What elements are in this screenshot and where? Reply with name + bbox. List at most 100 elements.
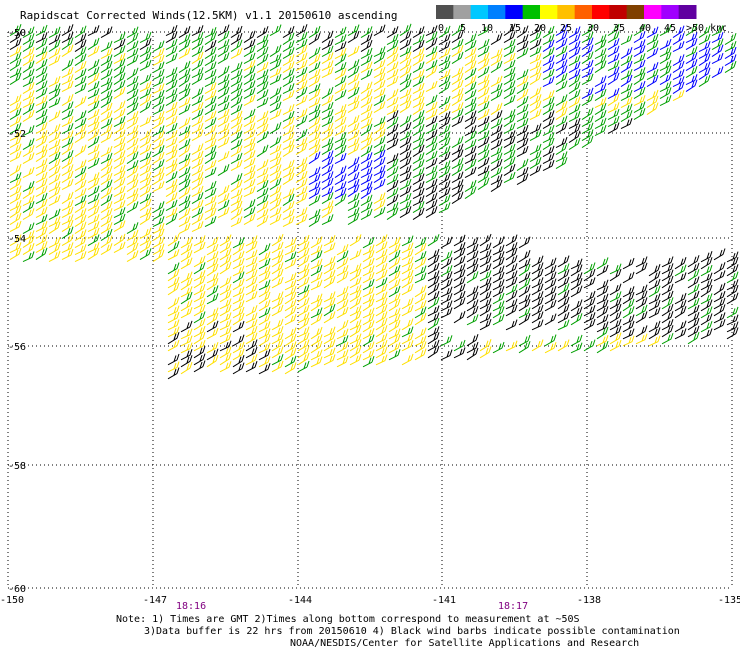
- wind-barb: [191, 31, 204, 43]
- wind-barb: [622, 335, 635, 347]
- wind-barb: [386, 187, 399, 199]
- wind-barb: [401, 249, 414, 261]
- wind-barb: [74, 159, 87, 171]
- wind-barb: [167, 305, 180, 317]
- scale-swatch: [453, 5, 472, 19]
- wind-barb: [646, 26, 659, 38]
- wind-barb: [243, 171, 256, 183]
- wind-barb: [594, 117, 607, 129]
- wind-barb: [581, 67, 594, 78]
- wind-barb: [440, 307, 453, 319]
- wind-barb: [256, 26, 269, 38]
- wind-barb: [464, 166, 477, 178]
- wind-barb: [347, 192, 360, 204]
- wind-barb: [165, 192, 178, 204]
- wind-barb: [388, 249, 401, 263]
- wind-barb: [191, 221, 204, 232]
- wind-barb: [321, 171, 334, 183]
- wind-barb: [61, 94, 74, 106]
- wind-barb: [243, 59, 256, 71]
- wind-barb: [477, 116, 490, 127]
- wind-barb: [243, 186, 256, 197]
- wind-barb: [516, 103, 529, 115]
- wind-barb: [451, 51, 464, 64]
- wind-barb: [713, 282, 726, 296]
- wind-barb: [35, 122, 48, 134]
- wind-barb: [271, 291, 284, 303]
- wind-barb: [191, 150, 204, 162]
- wind-barb: [193, 270, 206, 282]
- wind-barb: [360, 145, 373, 157]
- wind-barb: [529, 72, 542, 85]
- wind-barb: [334, 116, 347, 129]
- wind-barb: [425, 129, 438, 141]
- wind-barb: [713, 319, 726, 331]
- wind-barb: [126, 201, 139, 213]
- wind-barb: [191, 102, 204, 113]
- wind-barb: [687, 269, 700, 282]
- wind-barb: [206, 285, 219, 298]
- wind-barb: [490, 89, 503, 101]
- wind-barb: [386, 26, 399, 38]
- wind-barb: [245, 305, 258, 317]
- wind-barb: [323, 262, 336, 275]
- wind-barb: [388, 236, 401, 249]
- scale-label: 5: [460, 23, 466, 34]
- wind-barb: [375, 304, 388, 317]
- wind-barb: [126, 145, 139, 157]
- wind-barb: [336, 341, 349, 354]
- wind-barb: [479, 249, 492, 261]
- wind-barb: [193, 346, 206, 359]
- wind-barb: [204, 208, 217, 220]
- wind-barb: [490, 146, 503, 157]
- wind-barb: [113, 58, 126, 71]
- wind-barb: [256, 208, 269, 220]
- wind-barb: [22, 208, 35, 220]
- wind-barb: [243, 52, 256, 64]
- wind-barb: [529, 66, 542, 78]
- wind-barb: [490, 110, 503, 122]
- wind-barb: [464, 75, 477, 87]
- wind-barb: [542, 159, 555, 171]
- wind-barb: [427, 283, 440, 296]
- wind-barb: [438, 111, 451, 122]
- wind-barb: [22, 201, 35, 213]
- wind-barb: [48, 194, 61, 206]
- wind-barb: [453, 276, 466, 289]
- wind-barb: [360, 33, 373, 45]
- wind-barb: [466, 264, 479, 277]
- wind-barb: [230, 159, 243, 171]
- wind-barb: [74, 221, 87, 234]
- wind-barb: [87, 227, 100, 239]
- wind-barb: [360, 68, 373, 80]
- wind-barb: [414, 306, 427, 319]
- scale-label: 0: [438, 23, 444, 34]
- wind-barb: [399, 58, 412, 71]
- wind-barb: [100, 117, 113, 129]
- wind-barb: [581, 94, 594, 106]
- wind-barb: [22, 222, 35, 234]
- wind-barb: [388, 328, 401, 340]
- wind-barb: [193, 318, 206, 331]
- wind-barb: [230, 179, 243, 192]
- wind-barb: [360, 54, 373, 66]
- wind-barb: [648, 270, 661, 284]
- wind-barb: [9, 136, 22, 148]
- wind-barb: [503, 66, 516, 78]
- scale-swatch: [470, 5, 489, 19]
- wind-barb: [726, 264, 739, 277]
- wind-barb: [607, 93, 620, 106]
- wind-barb: [323, 235, 336, 247]
- wind-barb: [219, 234, 232, 247]
- wind-barb: [243, 65, 256, 78]
- wind-barb: [477, 136, 490, 148]
- wind-barb: [282, 187, 295, 199]
- wind-barb: [35, 198, 48, 211]
- wind-barb: [674, 306, 687, 319]
- wind-barb: [388, 334, 401, 347]
- wind-barb: [282, 208, 295, 220]
- wind-barb: [425, 37, 438, 50]
- wind-barb: [672, 60, 685, 73]
- wind-barb: [466, 347, 479, 361]
